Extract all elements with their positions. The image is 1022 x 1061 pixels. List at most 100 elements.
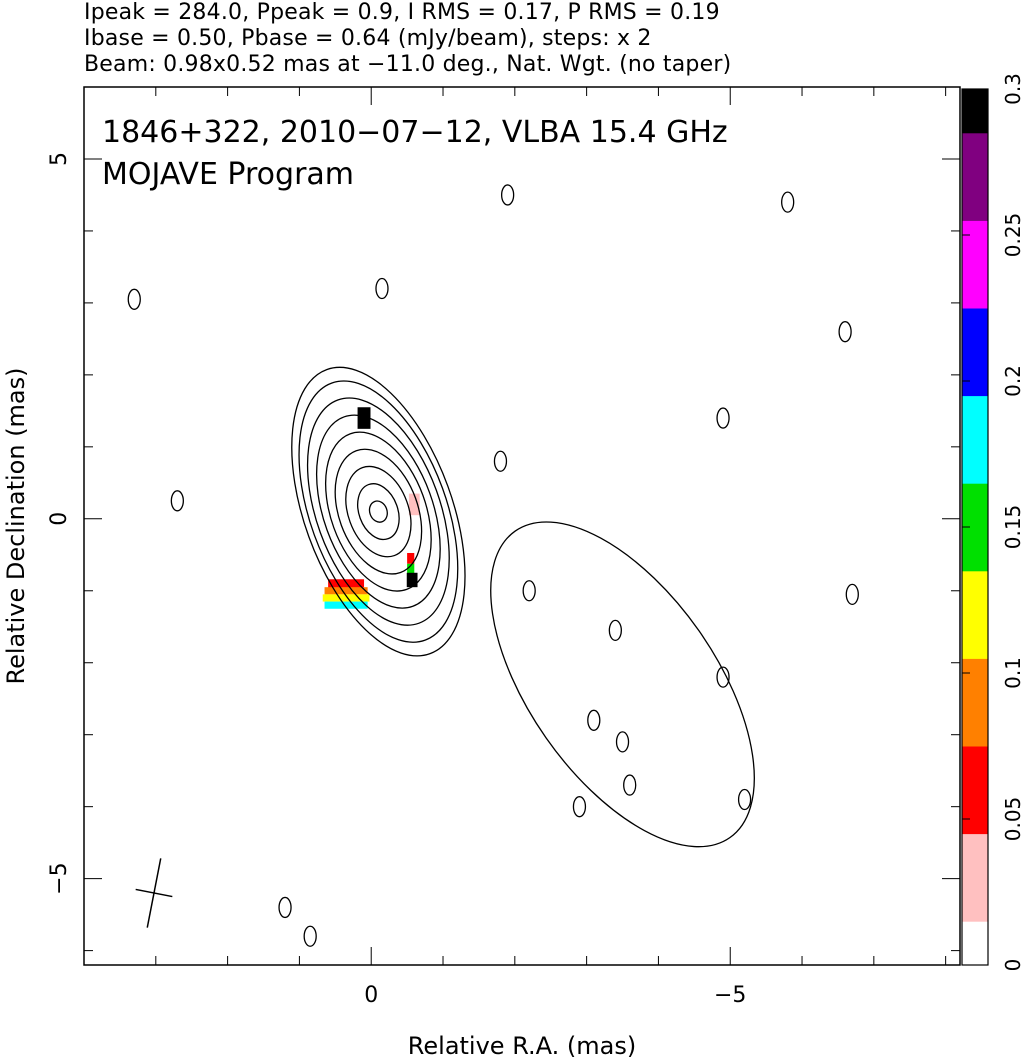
beam-marker: [135, 858, 173, 928]
colorbar-segment: [962, 862, 988, 878]
colorbar-segment: [962, 512, 988, 528]
colorbar-segment: [962, 366, 988, 382]
pol-pixel: [408, 493, 420, 516]
colorbar-segment: [962, 468, 988, 484]
colorbar-segment: [962, 687, 988, 703]
colorbar-tick-label: 0.15: [1001, 505, 1022, 550]
colorbar-segment: [962, 614, 988, 630]
colorbar-segment: [962, 775, 988, 791]
colorbar-segment: [962, 395, 988, 411]
colorbar-segment: [962, 556, 988, 572]
small-contour: [781, 191, 795, 213]
colorbar-segment: [962, 278, 988, 294]
small-contour: [608, 619, 622, 642]
small-contour: [375, 277, 389, 300]
small-contour: [623, 774, 637, 796]
colorbar-segment: [962, 308, 988, 324]
pol-pixel: [324, 601, 368, 609]
colorbar-segment: [962, 220, 988, 236]
header-line-1: Ipeak = 284.0, Ppeak = 0.9, I RMS = 0.17…: [84, 0, 720, 25]
core-contour: [306, 397, 450, 626]
colorbar-segment: [962, 702, 988, 718]
colorbar-segment: [962, 950, 988, 966]
colorbar-segment: [962, 439, 988, 455]
colorbar-segment: [962, 454, 988, 470]
colorbar-tick-label: 0.25: [1001, 213, 1022, 258]
colorbar-segment: [962, 804, 988, 820]
colorbar-segment: [962, 249, 988, 265]
colorbar-segment: [962, 600, 988, 616]
chart-subtitle: MOJAVE Program: [102, 157, 354, 192]
small-contour: [587, 709, 601, 731]
core-contour: [357, 483, 400, 541]
colorbar-segment: [962, 264, 988, 280]
x-tick-label: 0: [364, 983, 378, 1008]
header-line-3: Beam: 0.98x0.52 mas at −11.0 deg., Nat. …: [84, 52, 732, 77]
colorbar-segment: [962, 746, 988, 762]
header-line-2: Ibase = 0.50, Pbase = 0.64 (mJy/beam), s…: [84, 26, 652, 51]
core-contour: [345, 465, 412, 558]
colorbar-segment: [962, 906, 988, 922]
colorbar-segment: [962, 424, 988, 440]
core-contour: [324, 431, 432, 592]
pol-pixel: [357, 407, 371, 429]
colorbar-segment: [962, 585, 988, 601]
small-contour: [127, 288, 141, 310]
core-contour: [291, 366, 466, 657]
colorbar-segment: [962, 381, 988, 397]
colorbar-tick-label: 0.2: [1001, 365, 1022, 397]
y-tick-label: 5: [47, 152, 72, 166]
small-contour: [170, 490, 184, 512]
colorbar-segment: [962, 103, 988, 119]
core-contour: [315, 414, 441, 609]
colorbar-segment: [962, 351, 988, 367]
small-contour: [303, 925, 317, 947]
core-contour: [368, 500, 388, 523]
colorbar-segment: [962, 89, 988, 105]
colorbar-segment: [962, 892, 988, 908]
small-contour: [493, 450, 508, 472]
colorbar-segment: [962, 205, 988, 221]
colorbar-segment: [962, 132, 988, 148]
colorbar-segment: [962, 541, 988, 557]
pol-pixel: [371, 511, 379, 526]
colorbar-segment: [962, 337, 988, 353]
small-contour: [522, 580, 536, 602]
pol-pixel: [407, 552, 415, 564]
x-tick-label: −5: [714, 983, 746, 1008]
small-contour: [716, 666, 730, 688]
colorbar-segment: [962, 643, 988, 659]
colorbar-segment: [962, 935, 988, 951]
colorbar-segment: [962, 176, 988, 192]
core-contour: [334, 448, 423, 575]
pol-pixel: [406, 572, 418, 588]
colorbar-segment: [962, 819, 988, 835]
small-contour: [838, 321, 852, 343]
colorbar-segment: [962, 877, 988, 893]
colorbar-segment: [962, 921, 988, 937]
colorbar: 0 0.05 0.1 0.15 0.2 0.25 0.3: [961, 73, 1022, 972]
colorbar-segment: [962, 629, 988, 645]
colorbar-segment: [962, 147, 988, 163]
colorbar-segment: [962, 570, 988, 586]
colorbar-segment: [962, 527, 988, 543]
colorbar-segment: [962, 322, 988, 338]
colorbar-segment: [962, 833, 988, 849]
pol-pixel: [407, 563, 415, 575]
colorbar-segment: [962, 760, 988, 776]
small-contour: [845, 583, 859, 606]
y-axis-label: Relative Declination (mas): [2, 367, 30, 684]
small-contour: [278, 896, 292, 919]
colorbar-segment: [962, 731, 988, 747]
x-axis-label: Relative R.A. (mas): [408, 1032, 636, 1060]
pol-pixel: [322, 594, 370, 602]
colorbar-segment: [962, 118, 988, 134]
colorbar-tick-label: 0: [1001, 959, 1022, 972]
small-contour: [615, 731, 630, 753]
colorbar-tick-label: 0.3: [1001, 73, 1022, 105]
small-contour: [500, 184, 515, 206]
colorbar-segment: [962, 673, 988, 689]
core-contour: [298, 380, 459, 643]
small-contour: [716, 407, 730, 429]
